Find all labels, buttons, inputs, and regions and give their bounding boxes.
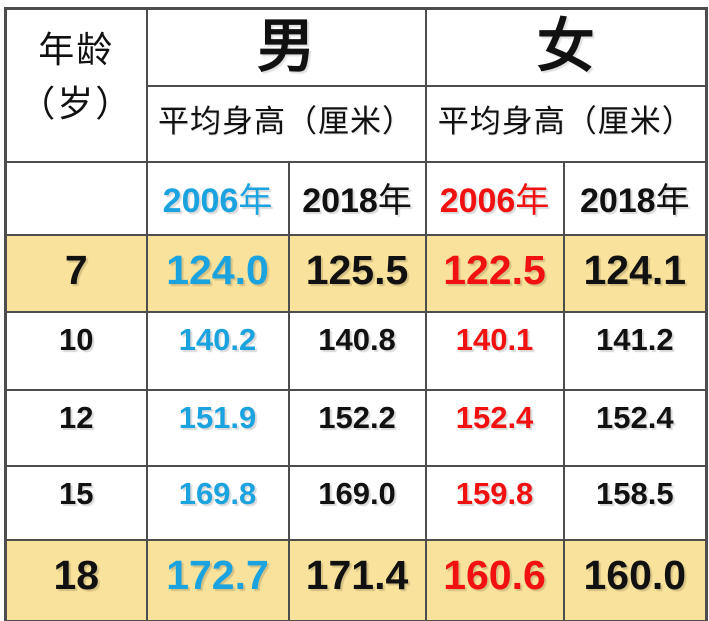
year-suffix: 年 bbox=[377, 182, 412, 220]
age-cell: 12 bbox=[4, 388, 148, 467]
male-2018-year-header: 2018年 bbox=[287, 160, 427, 236]
male-2006-value: 140.2 bbox=[145, 310, 290, 391]
header-row-subheader: 平均身高（厘米） 平均身高（厘米） bbox=[6, 84, 708, 163]
female-2018-year-header: 2018年 bbox=[562, 160, 708, 236]
age-header-line1: 年龄 bbox=[38, 30, 115, 71]
female-2006-value: 140.1 bbox=[424, 310, 565, 391]
age-cell: 7 bbox=[4, 233, 148, 313]
female-2006-value: 160.6 bbox=[424, 538, 565, 621]
age-header-line2: （岁） bbox=[19, 84, 134, 125]
female-subheader-cell: 平均身高（厘米） bbox=[424, 84, 708, 163]
female-2006-value: 152.4 bbox=[424, 388, 565, 467]
male-2006-value: 151.9 bbox=[145, 388, 290, 467]
table-row-age-18: 18 172.7 171.4 160.6 160.0 bbox=[4, 538, 708, 621]
female-2018-value: 141.2 bbox=[562, 310, 708, 391]
year-number: 2006 bbox=[162, 181, 239, 220]
male-2018-value: 140.8 bbox=[287, 310, 427, 391]
age-cell: 15 bbox=[4, 464, 148, 541]
age-cell: 10 bbox=[4, 310, 148, 391]
male-2006-value: 172.7 bbox=[145, 538, 290, 621]
table-row-age-12: 12 151.9 152.2 152.4 152.4 bbox=[4, 388, 708, 467]
male-2018-value: 152.2 bbox=[287, 388, 427, 467]
age-header-cell: 年龄 （岁） bbox=[4, 7, 148, 163]
age-cell: 18 bbox=[4, 538, 148, 621]
male-subheader-cell: 平均身高（厘米） bbox=[145, 84, 427, 163]
female-2018-value: 158.5 bbox=[562, 464, 708, 541]
table-row-age-10: 10 140.2 140.8 140.1 141.2 bbox=[4, 310, 708, 391]
female-2006-value: 159.8 bbox=[424, 464, 565, 541]
table-row-age-7: 7 124.0 125.5 122.5 124.1 bbox=[4, 233, 708, 313]
year-suffix: 年 bbox=[515, 182, 550, 220]
male-header-cell: 男 bbox=[145, 7, 427, 87]
table-row-age-15: 15 169.8 169.0 159.8 158.5 bbox=[4, 464, 708, 541]
header-row-sex: 年龄 （岁） 男 女 bbox=[4, 7, 708, 163]
male-2018-value: 125.5 bbox=[287, 233, 427, 313]
year-number: 2018 bbox=[579, 181, 656, 220]
year-number: 2006 bbox=[439, 181, 516, 220]
male-2018-value: 169.0 bbox=[287, 464, 427, 541]
female-2018-value: 152.4 bbox=[562, 388, 708, 467]
height-comparison-table: 年龄 （岁） 男 女 平均身高（厘米） 平均身高（厘米） 2006年 2018年… bbox=[4, 7, 709, 621]
female-2006-value: 122.5 bbox=[424, 233, 565, 313]
empty-corner-cell bbox=[4, 160, 148, 236]
male-2006-value: 124.0 bbox=[145, 233, 290, 313]
year-suffix: 年 bbox=[655, 182, 690, 220]
male-2006-value: 169.8 bbox=[145, 464, 290, 541]
header-row-years: 2006年 2018年 2006年 2018年 bbox=[4, 160, 708, 236]
male-2018-value: 171.4 bbox=[287, 538, 427, 621]
female-header-cell: 女 bbox=[424, 7, 708, 87]
female-2018-value: 160.0 bbox=[562, 538, 708, 621]
male-2006-year-header: 2006年 bbox=[145, 160, 290, 236]
year-suffix: 年 bbox=[238, 182, 273, 220]
year-number: 2018 bbox=[302, 181, 378, 220]
female-2006-year-header: 2006年 bbox=[424, 160, 565, 236]
female-2018-value: 124.1 bbox=[562, 233, 708, 313]
